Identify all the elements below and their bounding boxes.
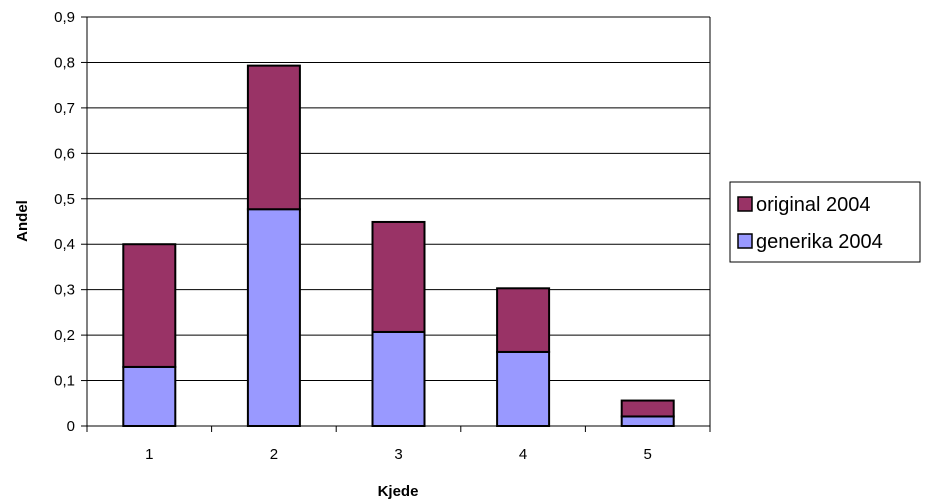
- y-tick-labels: 0 0,1 0,2 0,3 0,4 0,5 0,6 0,7 0,8 0,9: [54, 9, 75, 435]
- legend: original 2004 generika 2004: [729, 181, 921, 263]
- y-axis-label: Andel: [14, 200, 31, 242]
- y-tick-label: 0,8: [54, 54, 75, 71]
- bar-segment: [122, 365, 177, 427]
- x-axis-label: Kjede: [378, 483, 419, 500]
- y-tick-label: 0,6: [54, 145, 75, 162]
- y-tick-label: 0,7: [54, 100, 75, 117]
- y-tick-label: 0,3: [54, 282, 75, 299]
- legend-swatch: [737, 196, 753, 212]
- bar-segment: [246, 64, 301, 211]
- y-tick-label: 0,5: [54, 191, 75, 208]
- y-tick-label: 0,4: [54, 236, 75, 253]
- bar-segment: [246, 208, 301, 427]
- bar-segment: [496, 287, 551, 353]
- x-tick-label: 1: [145, 446, 153, 463]
- x-tick-label: 2: [270, 446, 278, 463]
- bar-segment: [371, 220, 426, 333]
- y-tick-label: 0,1: [54, 373, 75, 390]
- bars: [122, 64, 675, 428]
- bar-segment: [620, 415, 675, 427]
- gridlines: [87, 16, 710, 382]
- legend-box: [729, 181, 921, 263]
- x-tick-label: 3: [394, 446, 402, 463]
- x-tick-labels: 1 2 3 4 5: [145, 446, 652, 463]
- legend-label: original 2004: [756, 194, 871, 216]
- x-tick-label: 5: [644, 446, 652, 463]
- bar-segment: [371, 330, 426, 427]
- y-tick-label: 0,9: [54, 9, 75, 26]
- bar-segment: [122, 243, 177, 368]
- legend-swatch: [737, 233, 753, 249]
- y-tick-label: 0: [67, 418, 75, 435]
- bar-segment: [620, 399, 675, 418]
- x-tick-label: 4: [519, 446, 527, 463]
- bar-segment: [496, 350, 551, 428]
- legend-label: generika 2004: [756, 231, 883, 253]
- axes: [81, 16, 711, 432]
- y-tick-label: 0,2: [54, 327, 75, 344]
